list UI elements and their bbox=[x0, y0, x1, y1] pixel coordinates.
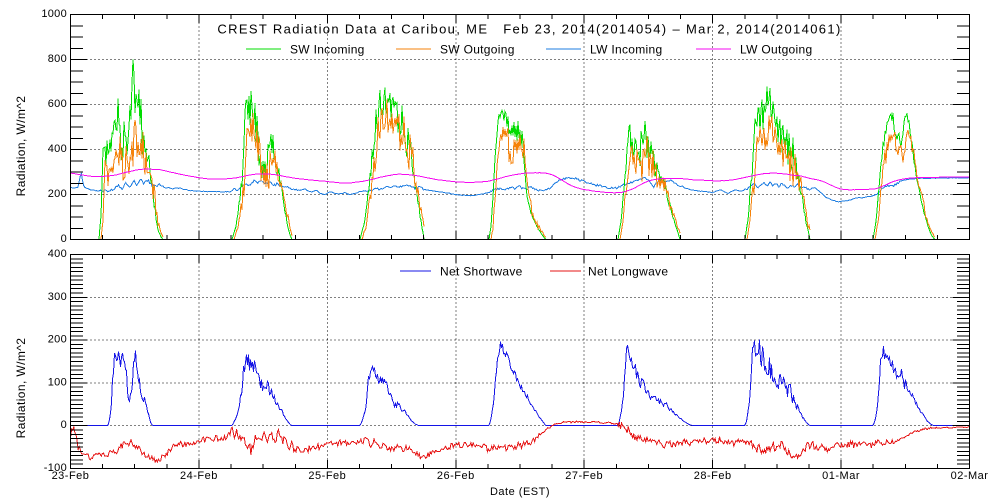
svg-text:SW Outgoing: SW Outgoing bbox=[440, 43, 515, 57]
svg-text:Net Shortwave: Net Shortwave bbox=[440, 265, 523, 279]
svg-text:200: 200 bbox=[48, 188, 67, 200]
svg-text:200: 200 bbox=[48, 334, 67, 346]
svg-text:LW Incoming: LW Incoming bbox=[590, 43, 662, 57]
svg-text:300: 300 bbox=[48, 291, 67, 303]
svg-text:400: 400 bbox=[48, 143, 67, 155]
svg-text:-100: -100 bbox=[44, 462, 67, 474]
svg-text:02-Mar: 02-Mar bbox=[951, 470, 989, 482]
svg-text:LW Outgoing: LW Outgoing bbox=[740, 43, 812, 57]
svg-text:24-Feb: 24-Feb bbox=[180, 470, 218, 482]
svg-text:26-Feb: 26-Feb bbox=[437, 470, 475, 482]
svg-text:23-Feb: 23-Feb bbox=[52, 470, 90, 482]
svg-text:600: 600 bbox=[48, 98, 67, 110]
svg-text:400: 400 bbox=[48, 248, 67, 260]
svg-text:Radiation, W/m^2: Radiation, W/m^2 bbox=[14, 96, 28, 197]
svg-text:Net Longwave: Net Longwave bbox=[588, 265, 668, 279]
svg-text:800: 800 bbox=[48, 53, 67, 65]
svg-text:01-Mar: 01-Mar bbox=[822, 470, 860, 482]
svg-text:0: 0 bbox=[61, 419, 67, 431]
svg-text:0: 0 bbox=[61, 233, 67, 245]
svg-text:Radiation, W/m^2: Radiation, W/m^2 bbox=[14, 338, 28, 439]
svg-text:SW Incoming: SW Incoming bbox=[290, 43, 365, 57]
svg-text:28-Feb: 28-Feb bbox=[694, 470, 732, 482]
svg-text:1000: 1000 bbox=[41, 8, 67, 20]
svg-text:Date (EST): Date (EST) bbox=[490, 486, 550, 498]
svg-text:27-Feb: 27-Feb bbox=[565, 470, 603, 482]
svg-text:CREST Radiation Data at Caribo: CREST Radiation Data at Caribou, ME Feb … bbox=[217, 22, 841, 37]
svg-text:100: 100 bbox=[48, 376, 67, 388]
svg-text:25-Feb: 25-Feb bbox=[308, 470, 346, 482]
